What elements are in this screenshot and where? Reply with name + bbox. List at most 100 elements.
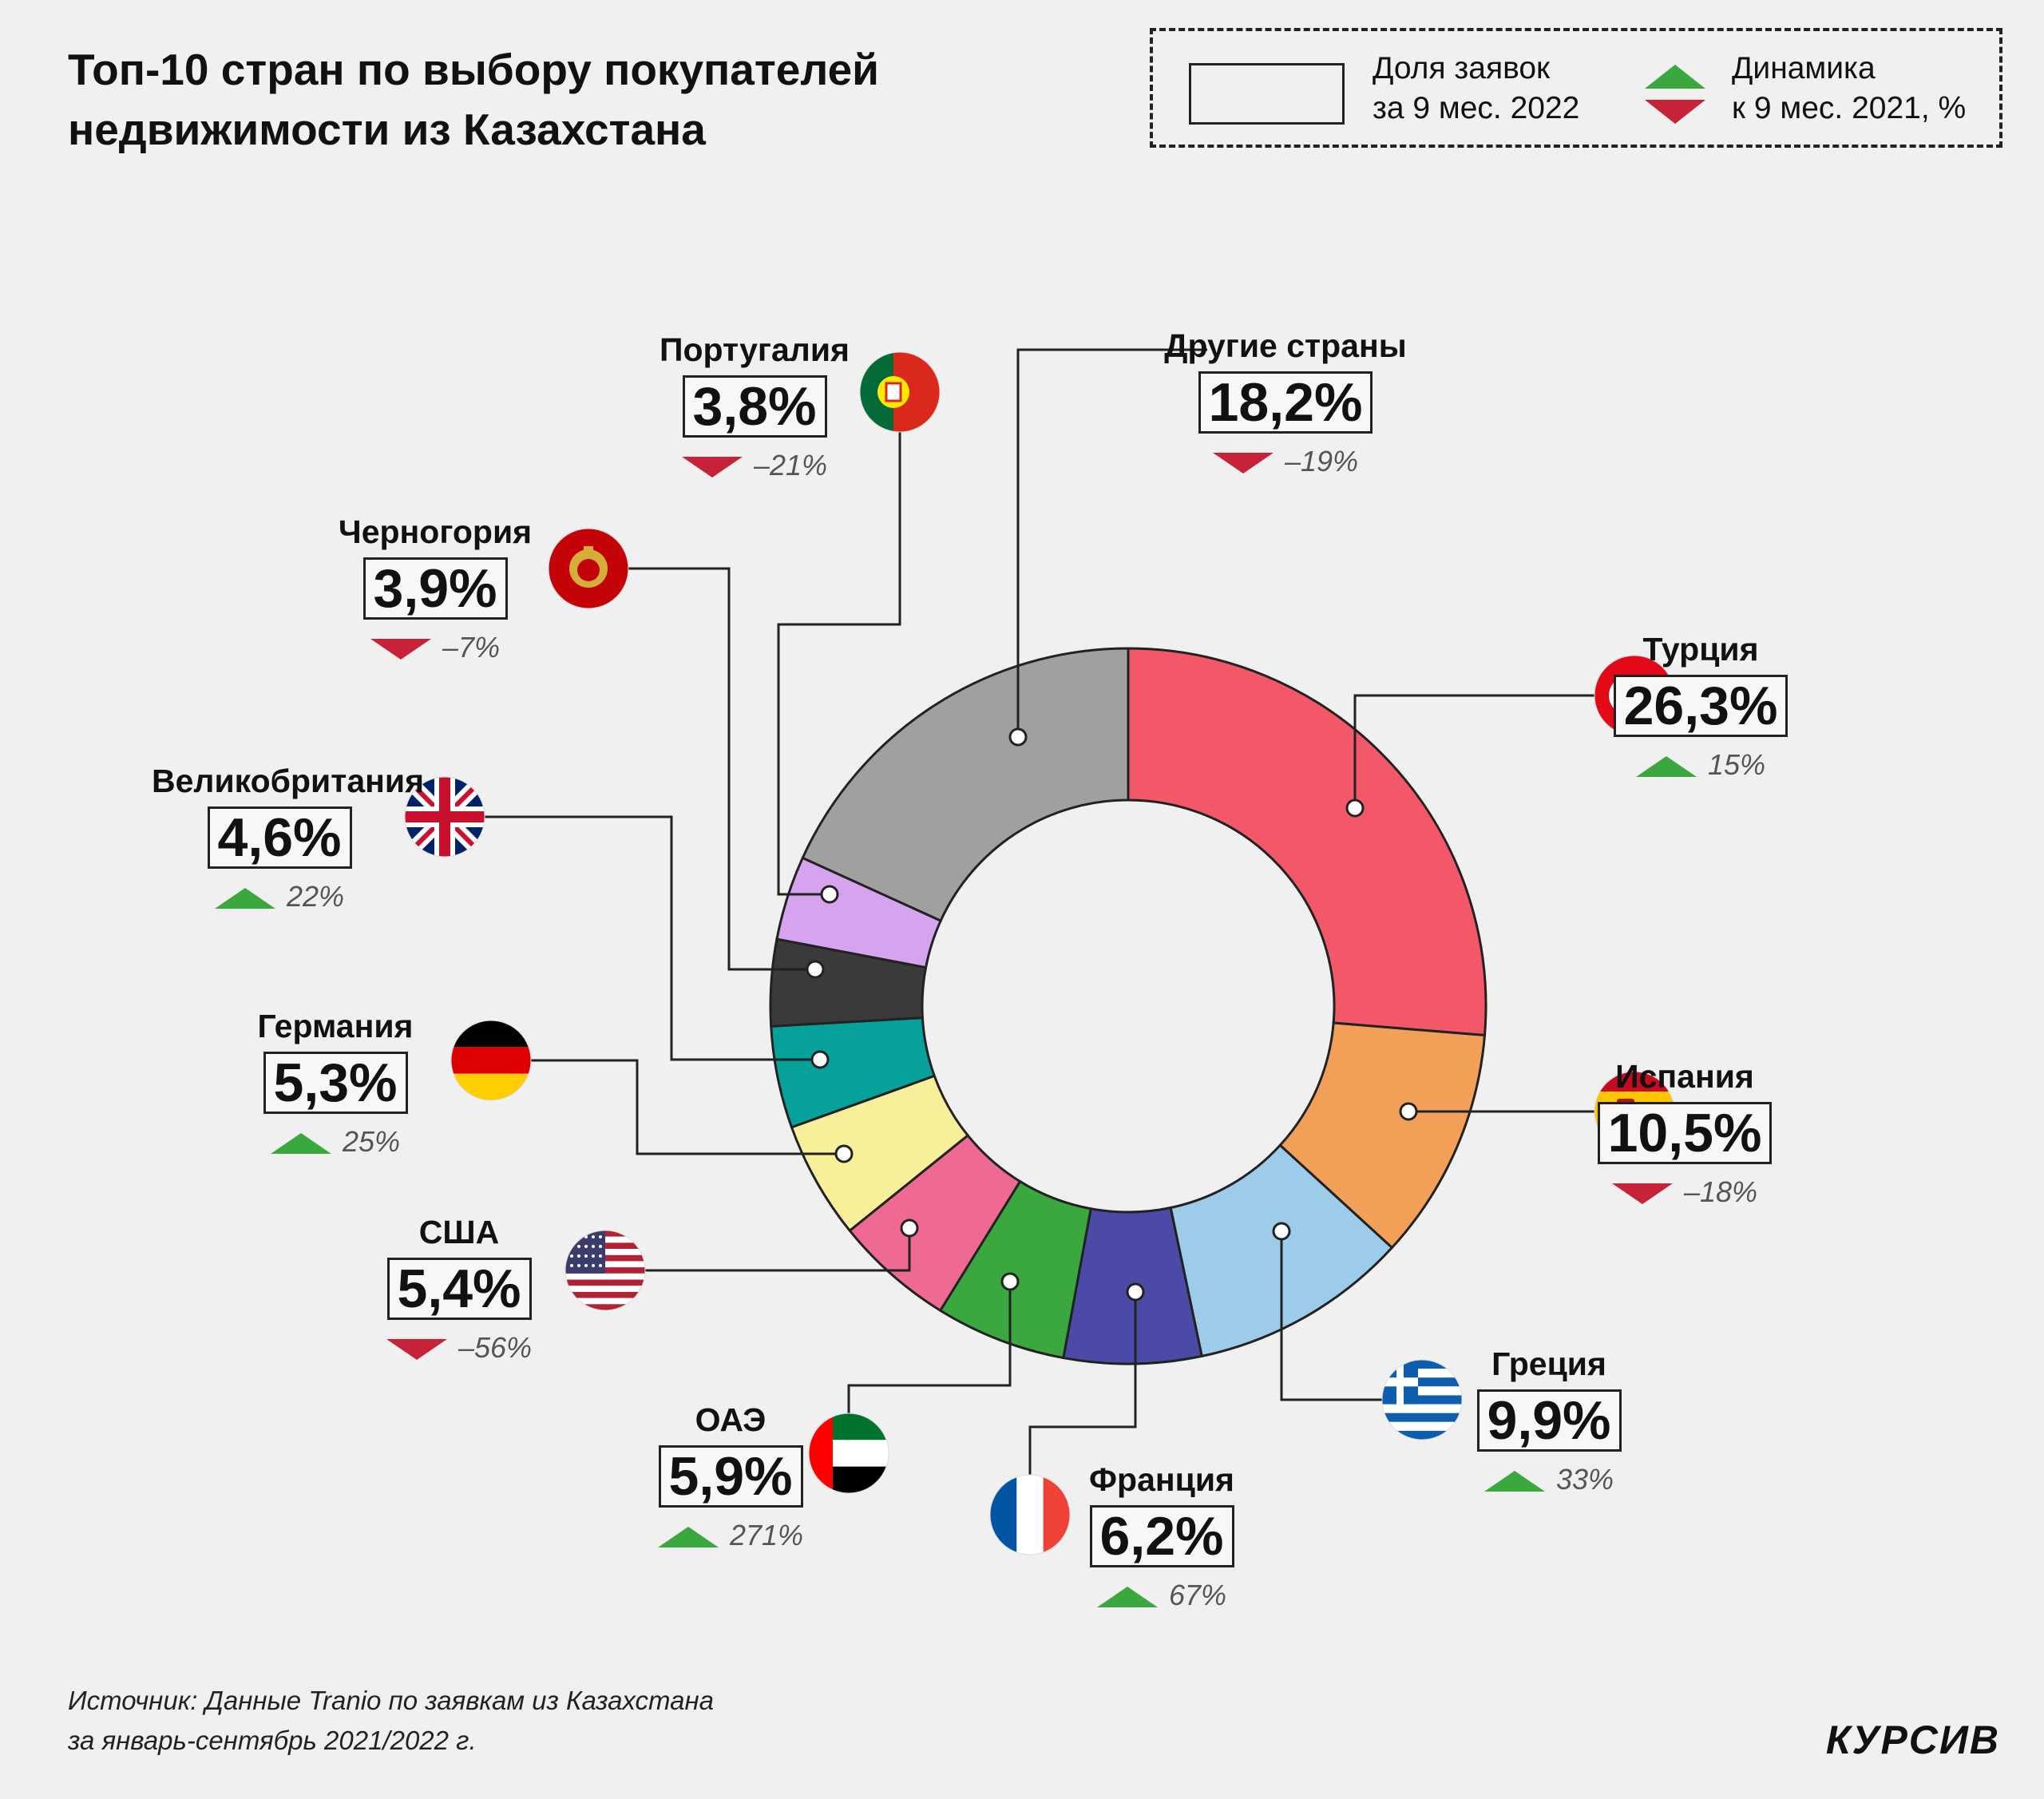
slice-marker (1272, 1222, 1291, 1241)
country-name: Германия (257, 1008, 414, 1044)
slice-marker (820, 885, 839, 904)
country-name: Португалия (660, 331, 850, 368)
share-value: 6,2% (1089, 1505, 1234, 1567)
trend-down-icon (386, 1339, 447, 1361)
dynamics-value: –56% (331, 1331, 587, 1365)
dynamics-text: 25% (342, 1125, 401, 1158)
leader-line (1353, 694, 1634, 808)
dynamics-value: 22% (152, 880, 407, 913)
label-испания: Испания 10,5% –18% (1557, 1058, 1812, 1209)
source-note: Источник: Данные Tranio по заявкам из Ка… (68, 1686, 715, 1755)
share-value: 5,9% (658, 1445, 803, 1508)
label-германия: Германия 5,3% 25% (208, 1008, 463, 1159)
trend-up-icon (1483, 1471, 1545, 1492)
share-value: 4,6% (207, 806, 352, 869)
label-франция: Франция 6,2% 67% (1034, 1461, 1289, 1612)
greece-flag-icon (1381, 1359, 1463, 1440)
dynamics-value: 15% (1573, 748, 1828, 782)
trend-up-icon (270, 1133, 331, 1155)
dynamics-text: 67% (1168, 1579, 1227, 1611)
slice-marker (1345, 798, 1365, 818)
share-value: 18,2% (1198, 371, 1373, 434)
country-name: Другие страны (1164, 327, 1407, 364)
leader-line (491, 1059, 844, 1155)
label-оаэ: ОАЭ 5,9% 271% (603, 1401, 858, 1552)
slice-marker (834, 1144, 854, 1163)
legend-share-label: Доля заявок за 9 мес. 2022 (1373, 51, 1580, 125)
logo: КУРСИВ (1825, 1718, 2000, 1762)
dynamics-text: 33% (1555, 1463, 1614, 1496)
country-name: Турция (1642, 631, 1759, 668)
label-другие-страны: Другие страны 18,2% –19% (1158, 327, 1413, 478)
dynamics-value: –21% (627, 449, 882, 482)
country-name: Черногория (338, 513, 533, 550)
share-value: 3,9% (362, 557, 508, 620)
slice-marker (1126, 1282, 1145, 1302)
dynamics-text: 271% (729, 1519, 804, 1551)
trend-up-icon (214, 888, 275, 909)
slice-турция (1127, 647, 1487, 1037)
dynamics-text: –18% (1683, 1175, 1758, 1208)
montenegro-flag-icon (548, 528, 629, 609)
country-name: США (418, 1214, 500, 1250)
legend-up-icon (1645, 65, 1705, 89)
leader-line (777, 392, 901, 896)
dynamics-value: 33% (1421, 1463, 1677, 1496)
legend-dynamics-label: Динамика к 9 мес. 2021, % (1732, 51, 1967, 125)
country-name: Испания (1615, 1058, 1754, 1095)
slice-marker (1008, 727, 1028, 747)
share-value: 10,5% (1597, 1102, 1773, 1164)
uk-flag-icon (404, 776, 485, 858)
label-сша: США 5,4% –56% (331, 1214, 587, 1365)
dynamics-value: 25% (208, 1125, 463, 1159)
dynamics-value: 67% (1034, 1579, 1289, 1612)
leader-line (1028, 1292, 1137, 1515)
country-name: ОАЭ (695, 1401, 766, 1438)
slice-marker (806, 960, 825, 979)
slice-другие-страны (801, 647, 1130, 923)
country-name: Греция (1491, 1345, 1606, 1382)
leader-line (1280, 1231, 1422, 1401)
share-value: 5,4% (386, 1258, 532, 1320)
share-value: 26,3% (1613, 675, 1788, 737)
chart-title: Топ-10 стран по выбору покупателей недви… (68, 45, 879, 154)
dynamics-value: –18% (1557, 1175, 1812, 1209)
label-черногория: Черногория 3,9% –7% (307, 513, 563, 664)
leader-line (588, 567, 815, 971)
dynamics-text: –7% (442, 631, 501, 664)
dynamics-value: –7% (307, 631, 563, 664)
share-value: 5,3% (263, 1052, 408, 1114)
leader-line (445, 815, 820, 1061)
country-name: Великобритания (152, 763, 425, 799)
trend-up-icon (657, 1527, 719, 1548)
trend-up-icon (1635, 756, 1697, 778)
label-турция: Турция 26,3% 15% (1573, 631, 1828, 782)
legend-down-icon (1645, 100, 1705, 124)
slice-marker (1000, 1272, 1020, 1291)
dynamics-text: –56% (458, 1331, 533, 1364)
dynamics-value: –19% (1158, 445, 1413, 478)
leader-line (1016, 348, 1207, 737)
dynamics-text: 22% (286, 880, 345, 913)
label-великобритания: Великобритания 4,6% 22% (152, 763, 425, 913)
germany-flag-icon (450, 1020, 532, 1101)
leader-line (605, 1228, 911, 1272)
slice-marker (900, 1218, 919, 1238)
slice-marker (1399, 1102, 1418, 1121)
trend-down-icon (1212, 453, 1274, 474)
share-value: 3,8% (682, 375, 827, 438)
label-португалия: Португалия 3,8% –21% (627, 331, 882, 482)
dynamics-value: 271% (603, 1519, 858, 1552)
dynamics-text: 15% (1707, 748, 1766, 781)
trend-down-icon (681, 457, 743, 478)
trend-up-icon (1096, 1587, 1158, 1608)
trend-down-icon (370, 639, 431, 660)
country-name: Франция (1089, 1461, 1234, 1498)
trend-down-icon (1611, 1183, 1673, 1205)
legend: Доля заявок за 9 мес. 2022 Динамика к 9 … (1150, 28, 2002, 148)
share-value: 9,9% (1476, 1389, 1622, 1452)
legend-share-swatch (1189, 63, 1345, 125)
dynamics-text: –19% (1284, 445, 1359, 477)
dynamics-text: –21% (753, 449, 828, 481)
label-греция: Греция 9,9% 33% (1421, 1345, 1677, 1496)
